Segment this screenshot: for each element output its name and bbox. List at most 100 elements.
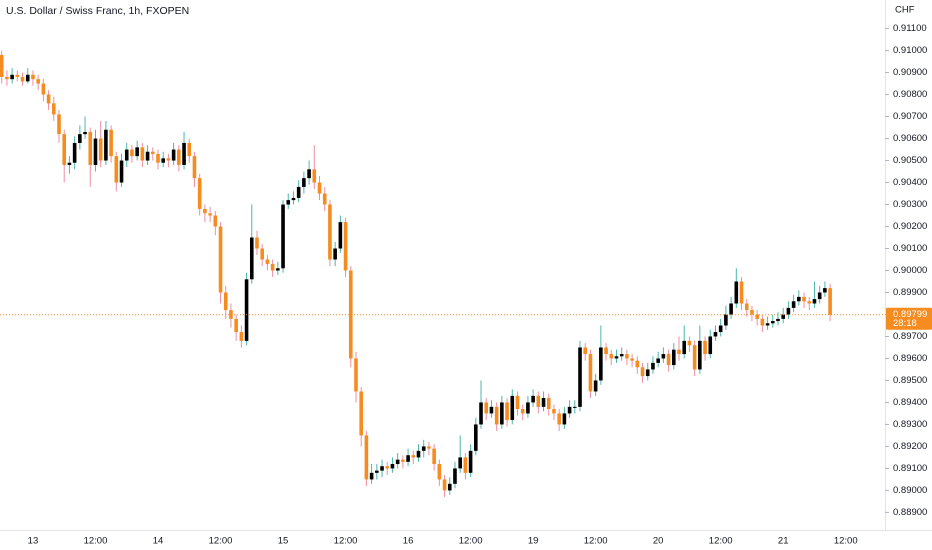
candle-body [348,270,353,359]
candle-body [166,158,171,161]
candle-body [515,395,520,410]
candle-body [197,178,202,209]
candle-body [671,349,676,366]
y-tick-label: 0.91000 [893,45,927,56]
candle-body [609,354,614,359]
candle-body [62,134,67,165]
candle-body [536,395,541,407]
candle-body [562,413,567,425]
y-tick-label: 0.90700 [893,111,927,122]
x-tick-label: 12:00 [459,536,483,547]
candle-body [395,459,400,465]
candle-body [427,446,431,449]
candle-body [20,76,25,82]
y-tick-label: 0.90000 [893,265,927,276]
y-tick-label: 0.89000 [893,485,927,496]
candle-body [416,450,421,458]
candle-body [390,464,395,469]
candle-body [698,340,702,370]
candle-body [573,406,577,408]
candle-body [119,160,124,183]
y-tick-label: 0.89900 [893,287,927,298]
x-tick-label: 14 [153,536,164,547]
candle-body [124,149,129,161]
candle-body [823,288,827,293]
candle-body [588,354,593,392]
candle-body [687,340,692,346]
candle-body [78,134,82,143]
candle-body [776,318,780,322]
candle-body [708,336,713,355]
candle-body [249,237,254,280]
candle-body [739,281,744,304]
candle-body [5,76,9,80]
candle-body [93,138,98,165]
candle-body [760,318,765,326]
x-tick-label: 12:00 [334,536,358,547]
candle-body [25,74,30,82]
candle-body [270,263,275,271]
x-tick-label: 19 [528,536,539,547]
candle-body [354,358,358,392]
candle-body [406,455,410,462]
candle-body [229,310,233,319]
y-tick-label: 0.90300 [893,199,927,210]
candle-body [520,409,525,414]
candle-body [67,162,72,165]
candle-body [177,149,181,165]
candle-body [15,74,20,77]
candle-body [36,79,40,84]
chart-title: U.S. Dollar / Swiss Franc, 1h, FXOPEN [6,5,189,17]
candle-body [411,455,416,458]
candle-body [500,402,504,425]
candle-body [364,435,369,480]
candle-body [781,314,785,319]
candle-body [31,74,35,80]
x-tick-label: 12:00 [84,536,108,547]
candle-body [744,303,749,311]
y-tick-label: 0.90100 [893,243,927,254]
candle-body [797,296,801,302]
candle-body [734,281,739,304]
candle-body [322,193,327,205]
candle-body [203,208,207,214]
last-price-label: 0.89799 [893,309,927,320]
candle-body [213,215,218,227]
candle-body [599,347,603,381]
candle-body [380,466,384,471]
candle-body [713,332,718,337]
candle-body [625,354,629,359]
candle-body [41,83,46,95]
candle-body [385,466,390,469]
candle-body [526,402,530,414]
y-tick-label: 0.91100 [893,23,927,34]
x-tick-label: 13 [28,536,39,547]
candle-body [302,178,306,187]
candle-body [223,292,228,311]
candle-body [171,149,176,161]
candle-body [260,248,264,260]
candle-body [140,147,145,161]
candle-body [786,307,791,315]
candle-body [703,340,707,355]
y-tick-label: 0.90800 [893,89,927,100]
candle-body [453,468,457,484]
candle-body [208,213,212,216]
candle-body [182,142,186,165]
candle-body [442,479,447,491]
candle-body [286,200,291,205]
candle-body [72,142,77,163]
candle-body [52,103,56,115]
candle-body [828,288,832,315]
candle-body [604,347,608,355]
candle-body [666,354,671,366]
candle-body [578,347,582,407]
candle-body [557,413,561,425]
x-tick-label: 16 [403,536,414,547]
last-price-tag [886,307,932,330]
x-tick-label: 12:00 [584,536,608,547]
candle-body [307,169,311,179]
candle-body [552,409,556,414]
x-tick-label: 12:00 [709,536,733,547]
